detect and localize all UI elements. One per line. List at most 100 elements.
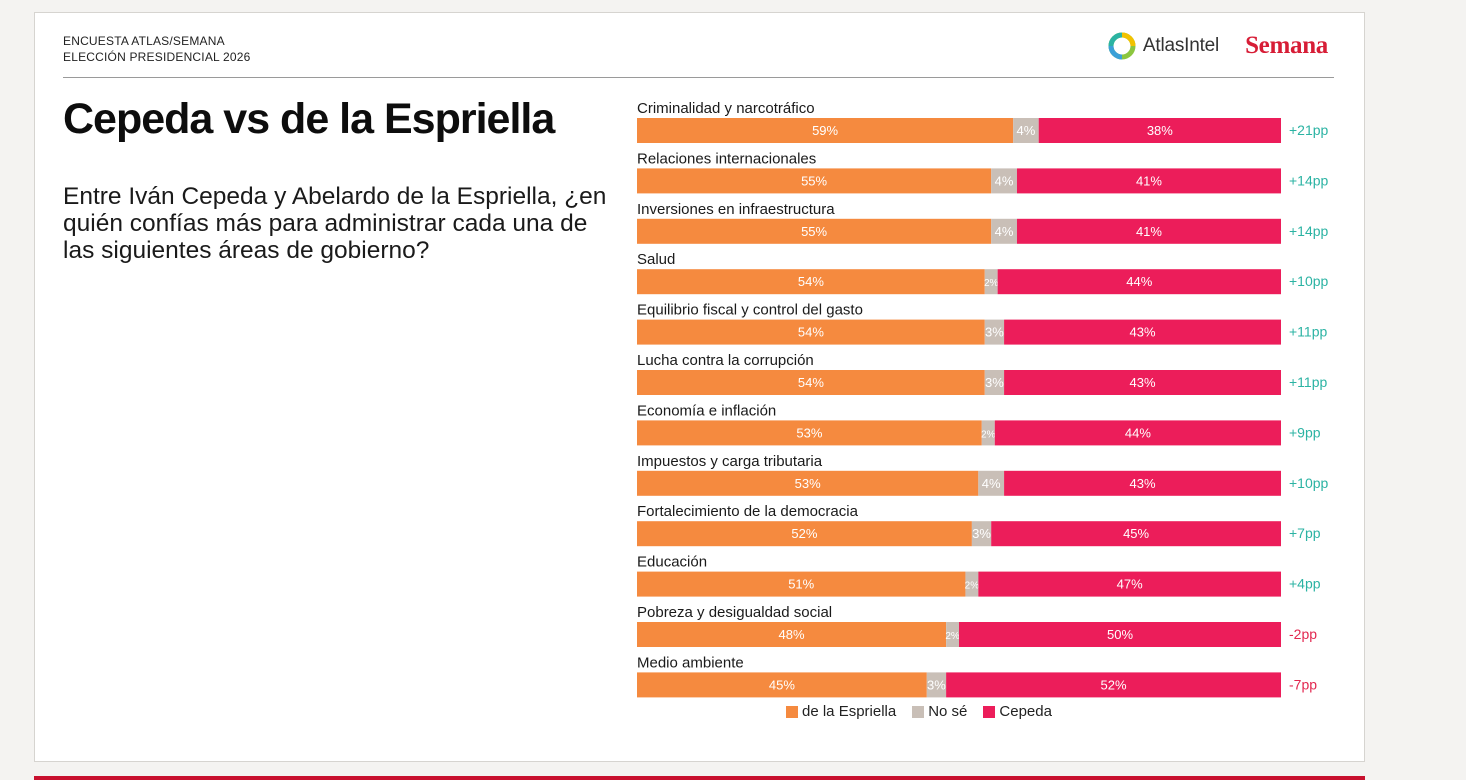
difference-label: +14pp bbox=[1289, 172, 1329, 188]
data-label: 2% bbox=[965, 581, 980, 592]
legend-item: Cepeda bbox=[983, 703, 1052, 720]
bar-segment-espriella bbox=[637, 672, 927, 698]
bar-segment-cepeda bbox=[997, 269, 1281, 295]
data-label: 41% bbox=[1136, 173, 1162, 188]
bar-row: Economía e inflación 53% 2% 44% +9pp bbox=[637, 402, 1321, 446]
bar-segment-espriella bbox=[637, 168, 992, 194]
bar-segment-cepeda bbox=[1016, 168, 1281, 194]
category-label: Educación bbox=[637, 554, 707, 571]
bar-segment-espriella bbox=[637, 420, 982, 446]
atlas-ring-icon bbox=[1108, 32, 1136, 60]
data-label: 47% bbox=[1117, 577, 1143, 592]
data-label: 59% bbox=[812, 123, 838, 138]
bar-row: Educación 51% 2% 47% +4pp bbox=[637, 554, 1321, 597]
data-label: 53% bbox=[795, 476, 821, 491]
bar-segment-espriella bbox=[637, 269, 985, 295]
difference-label: +11pp bbox=[1289, 324, 1327, 340]
bar-segment-espriella bbox=[637, 571, 966, 597]
data-label: 52% bbox=[791, 526, 817, 541]
legend-item: de la Espriella bbox=[786, 703, 896, 720]
eyebrow-line-1: ENCUESTA ATLAS/SEMANA bbox=[63, 34, 225, 48]
data-label: 38% bbox=[1147, 123, 1173, 138]
data-label: 4% bbox=[982, 476, 1001, 491]
data-label: 54% bbox=[798, 274, 824, 289]
difference-label: -7pp bbox=[1289, 676, 1317, 692]
category-label: Economía e inflación bbox=[637, 402, 776, 419]
data-label: 54% bbox=[798, 325, 824, 340]
bar-row: Salud 54% 2% 44% +10pp bbox=[637, 251, 1329, 295]
atlasintel-logo: AtlasIntel bbox=[1107, 31, 1219, 61]
bar-segment-nose bbox=[971, 521, 992, 547]
data-label: 45% bbox=[1123, 526, 1149, 541]
bar-segment-cepeda bbox=[946, 672, 1281, 698]
bar-segment-nose bbox=[984, 269, 998, 295]
data-label: 41% bbox=[1136, 224, 1162, 239]
data-label: 51% bbox=[788, 577, 814, 592]
data-label: 43% bbox=[1130, 476, 1156, 491]
bar-segment-nose bbox=[984, 370, 1005, 395]
difference-label: +10pp bbox=[1289, 475, 1329, 491]
bar-segment-nose bbox=[981, 420, 995, 446]
bar-row: Medio ambiente 45% 3% 52% -7pp bbox=[637, 654, 1317, 698]
bar-row: Impuestos y carga tributaria 53% 4% 43% +10p… bbox=[637, 453, 1329, 496]
bar-segment-cepeda bbox=[978, 571, 1281, 597]
bar-segment-nose bbox=[991, 168, 1017, 194]
bottom-accent-line bbox=[34, 776, 1365, 780]
difference-label: -2pp bbox=[1289, 626, 1317, 642]
data-label: 43% bbox=[1130, 375, 1156, 390]
bar-segment-nose bbox=[984, 319, 1005, 345]
bar-segment-cepeda bbox=[1004, 370, 1281, 395]
data-label: 48% bbox=[779, 627, 805, 642]
data-label: 44% bbox=[1125, 425, 1151, 440]
data-label: 45% bbox=[769, 677, 795, 692]
legend-swatch bbox=[786, 705, 798, 718]
data-label: 2% bbox=[981, 429, 996, 440]
data-label: 52% bbox=[1101, 677, 1127, 692]
difference-label: +7pp bbox=[1289, 525, 1321, 541]
chart-legend: de la Espriella No sé Cepeda bbox=[786, 703, 1052, 720]
bar-segment-nose bbox=[991, 218, 1017, 244]
legend-label: de la Espriella bbox=[802, 703, 897, 720]
bar-segment-cepeda bbox=[1004, 319, 1281, 345]
category-label: Inversiones en infraestructura bbox=[637, 201, 835, 218]
bar-segment-nose bbox=[965, 571, 979, 597]
category-label: Salud bbox=[637, 251, 675, 268]
legend-label: No sé bbox=[928, 703, 968, 720]
bar-segment-cepeda bbox=[991, 521, 1281, 547]
bar-row: Pobreza y desigualdad social 48% 2% 50% -2pp bbox=[637, 604, 1317, 647]
chart-card: ENCUESTA ATLAS/SEMANA ELECCIÓN PRESIDENC… bbox=[34, 12, 1365, 762]
bar-row: Equilibrio fiscal y control del gasto 54%… bbox=[637, 302, 1327, 345]
eyebrow-line-2: ELECCIÓN PRESIDENCIAL 2026 bbox=[63, 50, 251, 64]
difference-label: +21pp bbox=[1289, 122, 1329, 138]
data-label: 4% bbox=[995, 224, 1014, 239]
bar-segment-cepeda bbox=[1016, 218, 1281, 244]
bar-segment-nose bbox=[926, 672, 947, 698]
bar-row: Relaciones internacionales 55% 4% 41% +14pp bbox=[637, 150, 1329, 194]
data-label: 3% bbox=[927, 677, 946, 692]
data-label: 44% bbox=[1126, 274, 1152, 289]
logos: AtlasIntel Semana bbox=[1107, 31, 1328, 61]
stacked-bar-chart: Criminalidad y narcotráfico 59% 4% 38% +21pp… bbox=[637, 100, 1329, 698]
bar-segment-espriella bbox=[637, 319, 985, 345]
data-label: 2% bbox=[984, 278, 999, 289]
bar-segment-espriella bbox=[637, 521, 972, 547]
bar-segment-espriella bbox=[637, 470, 979, 496]
legend-swatch bbox=[912, 705, 925, 718]
semana-logo: Semana bbox=[1245, 32, 1328, 59]
atlasintel-logo-text: AtlasIntel bbox=[1142, 35, 1220, 56]
survey-eyebrow: ENCUESTA ATLAS/SEMANA ELECCIÓN PRESIDENC… bbox=[63, 33, 251, 65]
bar-segment-nose bbox=[946, 622, 959, 647]
category-label: Impuestos y carga tributaria bbox=[637, 453, 823, 470]
data-label: 3% bbox=[985, 375, 1004, 390]
bar-row: Lucha contra la corrupción 54% 3% 43% +11pp bbox=[637, 352, 1327, 395]
survey-question: Entre Iván Cepeda y Abelardo de la Espri… bbox=[63, 183, 607, 264]
legend-swatch bbox=[983, 705, 996, 718]
data-label: 3% bbox=[972, 526, 991, 541]
category-label: Pobreza y desigualdad social bbox=[637, 604, 832, 621]
bar-segment-espriella bbox=[637, 622, 947, 647]
bar-row: Inversiones en infraestructura 55% 4% 41% +1… bbox=[637, 201, 1329, 244]
legend-label: Cepeda bbox=[999, 703, 1052, 720]
bar-segment-espriella bbox=[637, 118, 1014, 143]
category-label: Lucha contra la corrupción bbox=[637, 352, 814, 369]
bar-segment-cepeda bbox=[1004, 470, 1281, 496]
